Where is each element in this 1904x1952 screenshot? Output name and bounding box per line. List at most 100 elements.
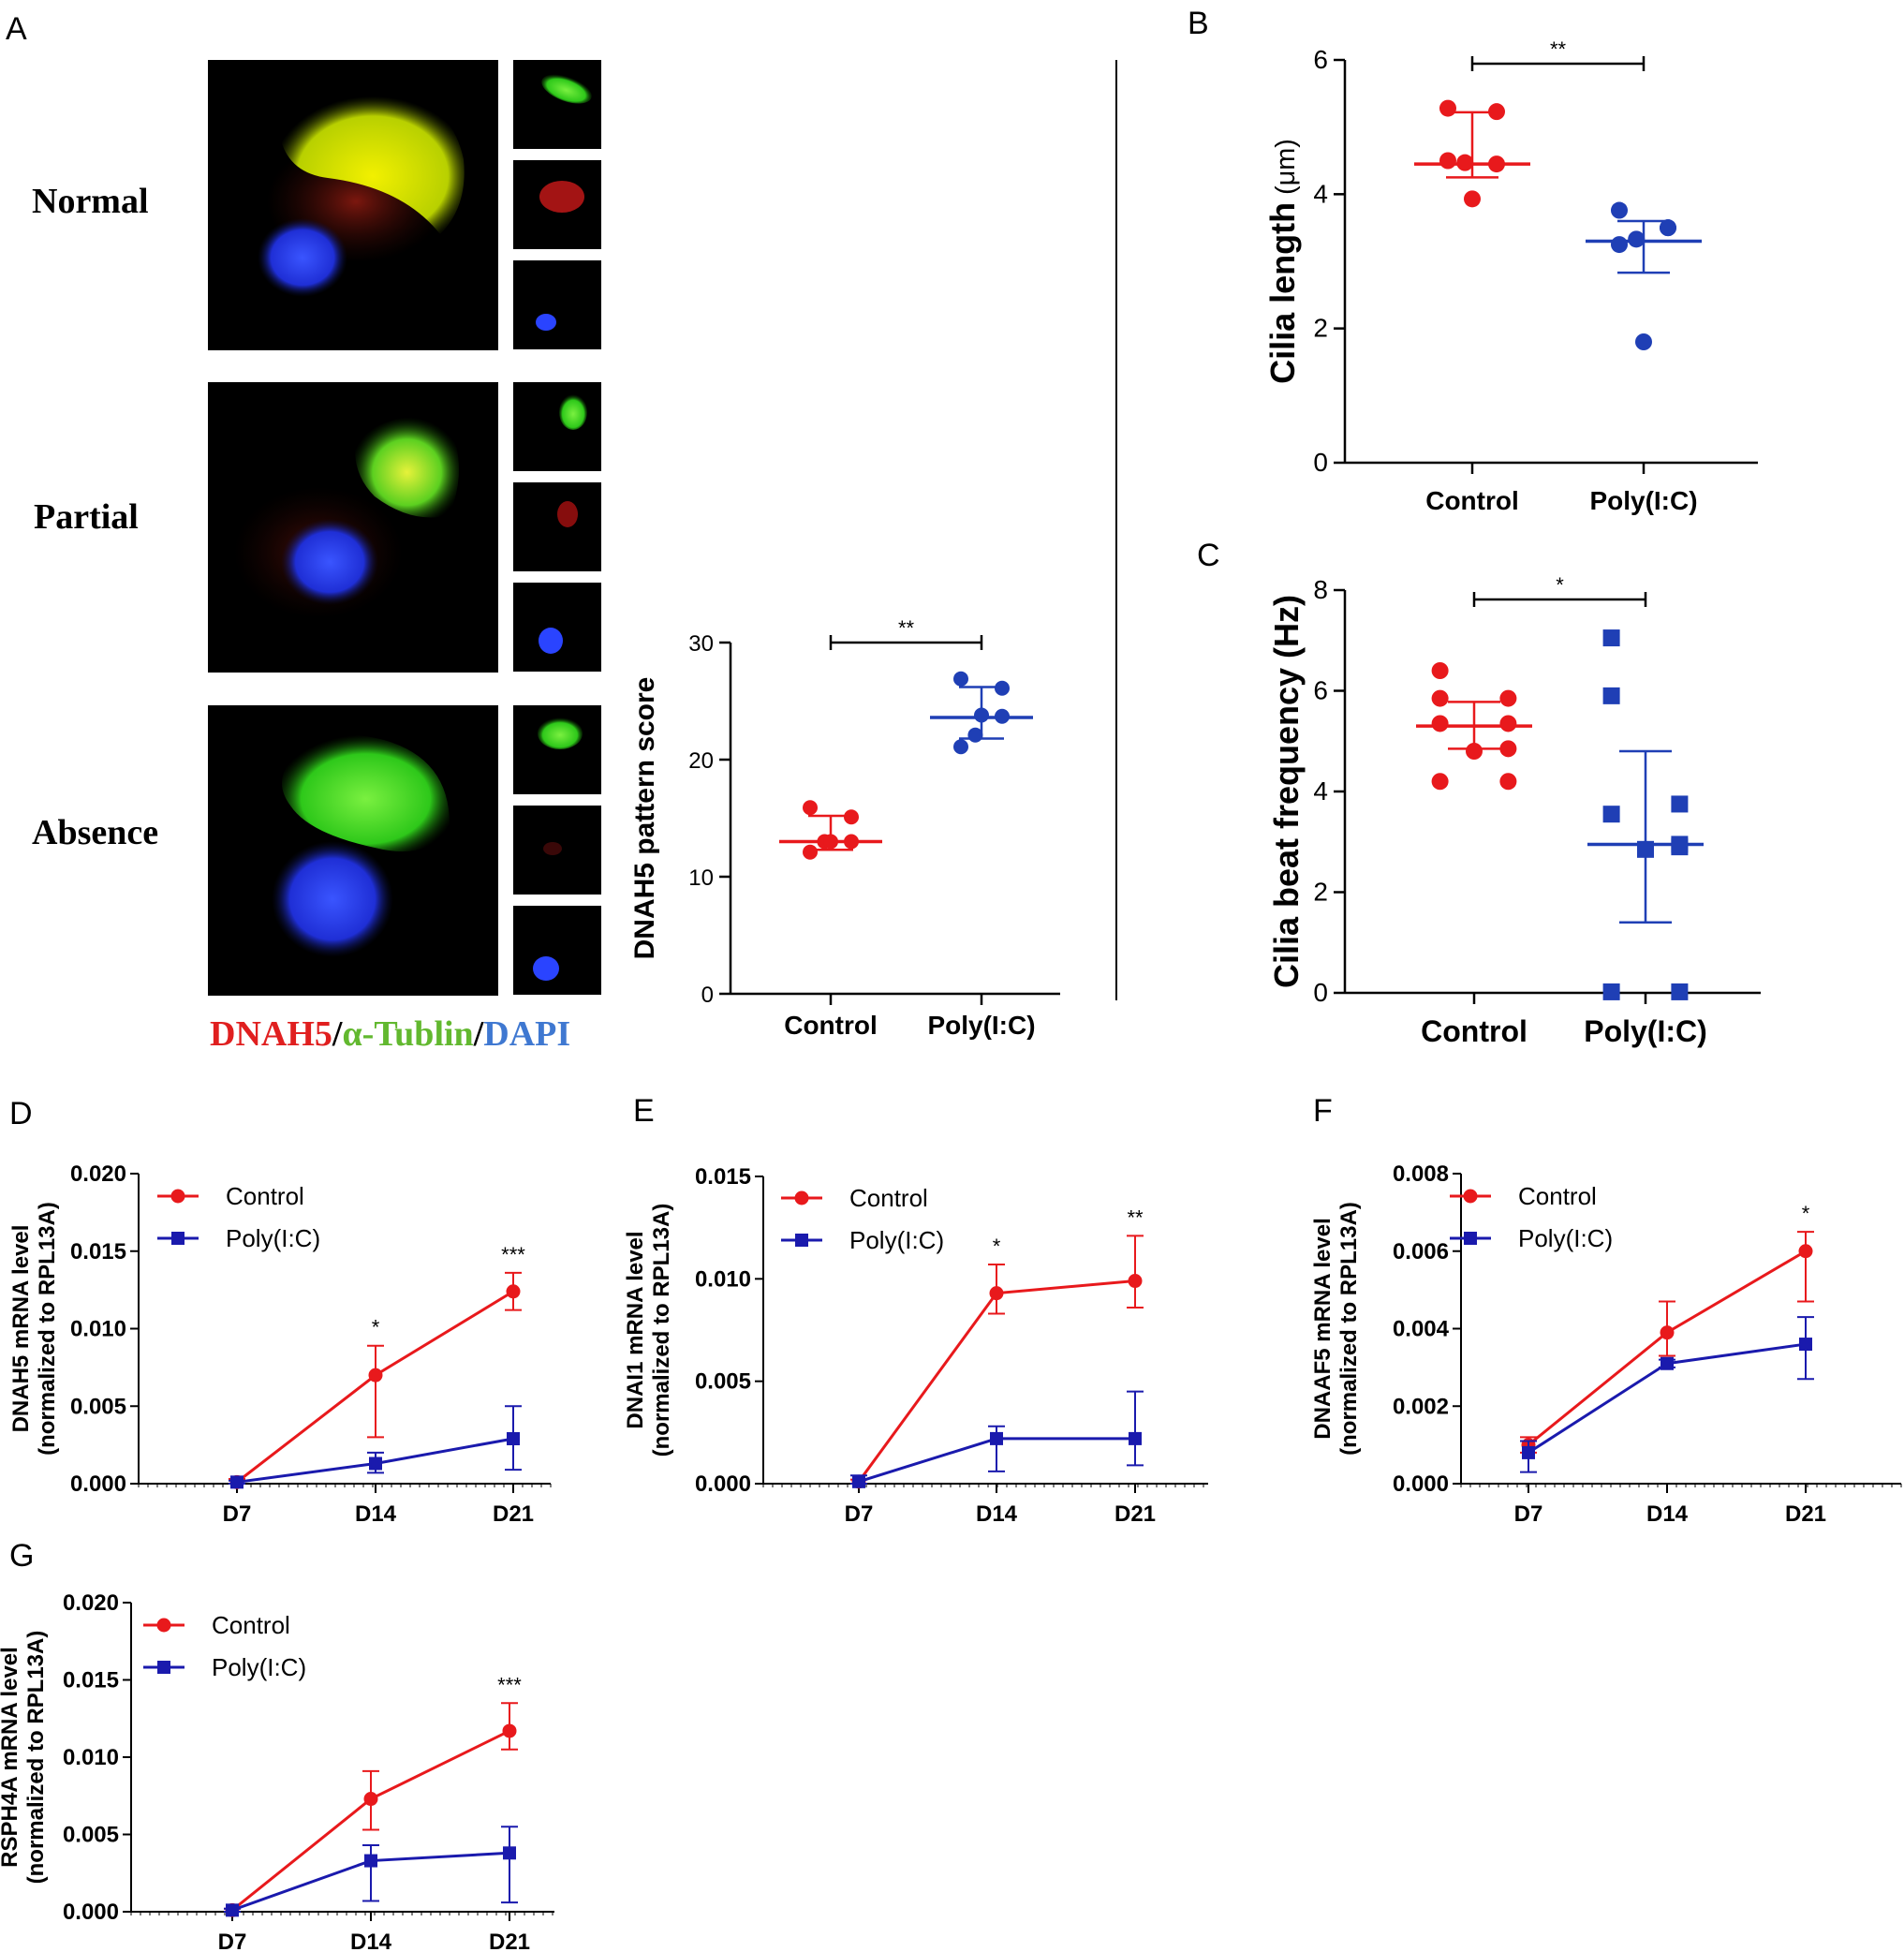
x-tick-label: Poly(I:C) [927, 1011, 1035, 1040]
data-point [967, 727, 983, 743]
x-tick-label: D21 [489, 1930, 530, 1952]
chart-g: 0.000 0.005 0.010 0.015 0.020 D7 D14 D21 RSPH4A … [0, 1590, 554, 1952]
y-tick-label: 0.015 [63, 1668, 119, 1693]
y-tick-label: 0 [701, 983, 714, 1008]
y-tick-label: 0.005 [695, 1369, 751, 1395]
y-tick-label: 2 [1313, 314, 1328, 343]
y-axis-title: Cilia beat frequency (Hz) [1267, 595, 1306, 988]
series-poly-i-c- [1587, 629, 1704, 1000]
legend-marker [1464, 1232, 1477, 1245]
legend-label: Poly(I:C) [1518, 1224, 1613, 1252]
data-point [1660, 219, 1676, 237]
y-axis-title-2: (normalized to RPL13A) [23, 1631, 49, 1885]
micrograph-absence-dapi [513, 906, 601, 995]
legend-item: Control [143, 1611, 290, 1639]
chart-a-score: 0 10 20 30 Control Poly(I:C) DNAH5 pattern sco… [629, 616, 1060, 1040]
data-point [1464, 190, 1481, 208]
sig-label: *** [497, 1673, 522, 1696]
legend-marker [170, 1189, 185, 1204]
chart-b: 0 2 4 6 Control Poly(I:C) Cilia length (μm) ** [1263, 37, 1758, 515]
y-tick-label: 4 [1313, 179, 1328, 208]
data-point [1671, 795, 1689, 813]
sig-label: * [1802, 1202, 1810, 1225]
series-poly-i-c- [229, 1405, 522, 1489]
row-label-absence: Absence [32, 813, 158, 852]
chart-c: 0 2 4 6 8 Control Poly(I:C) Cilia beat frequenc… [1267, 573, 1761, 1048]
legend-label: Poly(I:C) [212, 1653, 306, 1681]
series-control [1416, 662, 1532, 791]
x-tick-label: D21 [1114, 1501, 1156, 1527]
data-point [995, 680, 1010, 696]
y-tick-label: 4 [1313, 776, 1328, 806]
sig-label: ** [1127, 1205, 1144, 1229]
data-point [1602, 687, 1620, 704]
x-tick-label: Control [1425, 486, 1519, 515]
y-tick-label: 0.000 [70, 1471, 126, 1497]
data-point [1499, 689, 1517, 707]
y-tick-label: 0.010 [70, 1317, 126, 1342]
micrograph-absence-dnah5 [513, 806, 601, 895]
y-tick-label: 0.010 [695, 1266, 751, 1292]
data-point [507, 1432, 520, 1446]
micrograph-normal-tublin [513, 60, 601, 149]
y-tick-label: 2 [1313, 878, 1328, 907]
data-point [989, 1286, 1004, 1301]
data-point [852, 1474, 865, 1488]
data-point [368, 1368, 383, 1383]
y-axis-title: DNAH5 pattern score [629, 677, 660, 960]
y-axis-title-text: Cilia beat frequency (Hz) [1267, 595, 1306, 988]
data-point [953, 739, 968, 755]
data-point [1799, 1338, 1812, 1352]
stain-legend: DNAH5/α-Tublin/DAPI [210, 1014, 570, 1054]
data-point [1431, 715, 1449, 732]
data-point [1798, 1244, 1813, 1259]
data-point [1128, 1274, 1143, 1289]
panel-letter-f: F [1313, 1093, 1333, 1129]
data-point [364, 1854, 377, 1868]
y-axis-title-text: Cilia length [1263, 202, 1302, 384]
y-tick-label: 0.005 [63, 1823, 119, 1848]
data-point [1488, 103, 1505, 121]
data-point [1671, 836, 1689, 853]
y-tick-label: 0.000 [63, 1900, 119, 1925]
legend-item: Control [157, 1182, 304, 1210]
y-axis-title: DNAAF5 mRNA level [1310, 1218, 1336, 1440]
x-tick-label: D7 [845, 1501, 874, 1527]
data-point [230, 1475, 244, 1489]
legend-label: Control [212, 1611, 290, 1639]
data-point [502, 1723, 517, 1738]
stain-sep2: / [473, 1014, 484, 1054]
legend-marker [795, 1234, 808, 1247]
data-point [1466, 743, 1483, 760]
data-point [1611, 236, 1628, 254]
x-tick-label: D21 [1785, 1501, 1826, 1527]
y-tick-label: 0.015 [70, 1239, 126, 1264]
data-point [1660, 1356, 1674, 1370]
data-point [803, 800, 818, 816]
data-point [1637, 840, 1654, 858]
data-point [1431, 689, 1449, 707]
legend-item: Control [781, 1184, 928, 1212]
data-point [1602, 629, 1620, 647]
chart-d: 0.000 0.005 0.010 0.015 0.020 D7 D14 D21 DNAH5 m… [8, 1161, 552, 1527]
y-tick-label: 0.006 [1393, 1239, 1449, 1264]
data-point [1439, 99, 1456, 117]
series-control [1414, 99, 1530, 208]
legend-marker [156, 1618, 171, 1633]
y-axis-title: DNAI1 mRNA level [623, 1231, 648, 1428]
y-tick-label: 0.005 [70, 1394, 126, 1419]
data-point [1628, 230, 1646, 248]
legend-marker [1463, 1189, 1478, 1204]
legend-marker [171, 1232, 184, 1245]
x-tick-label: D14 [976, 1501, 1018, 1527]
micrograph-partial-merged [208, 382, 498, 673]
chart-e: 0.000 0.005 0.010 0.015 D7 D14 D21 DNAI1 mRNA l… [623, 1164, 1208, 1527]
panel-a: A Normal Partial Absence [6, 11, 1117, 1054]
data-point [995, 708, 1010, 724]
x-tick-label: Poly(I:C) [1584, 1014, 1707, 1048]
data-point [1602, 983, 1620, 1000]
micrograph-partial-dapi [513, 583, 601, 672]
legend-item: Poly(I:C) [1450, 1224, 1613, 1252]
sig-label: ** [1550, 37, 1567, 61]
stain-dnah5: DNAH5 [210, 1014, 332, 1054]
